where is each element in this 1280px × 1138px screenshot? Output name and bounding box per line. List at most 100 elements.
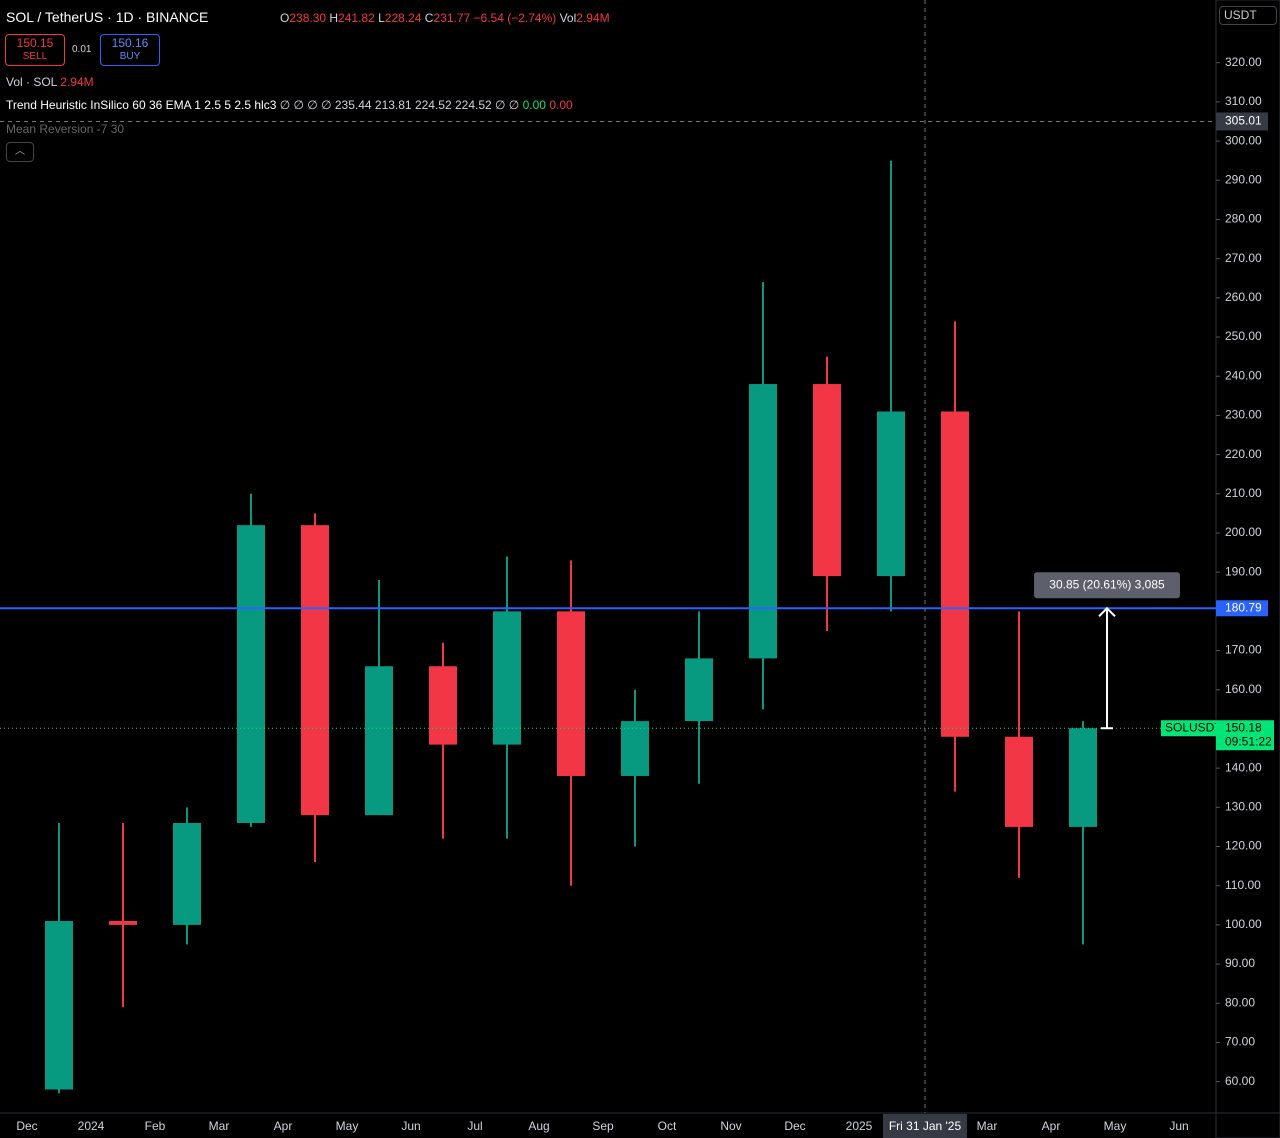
y-tick-label: 320.00	[1225, 55, 1262, 69]
measure-arrowhead	[1098, 606, 1116, 617]
y-tick-label: 120.00	[1225, 839, 1262, 853]
indicator-value: 0.00	[522, 98, 546, 112]
y-tick-label: 280.00	[1225, 212, 1262, 226]
y-tick-label: 200.00	[1225, 525, 1262, 539]
y-tick-label: 300.00	[1225, 133, 1262, 147]
sell-label: SELL	[22, 51, 48, 62]
x-tick-label: 2024	[78, 1119, 105, 1133]
y-tick-label: 230.00	[1225, 408, 1262, 422]
candle-body	[109, 920, 137, 925]
symbol[interactable]: SOL / TetherUS · 1D · BINANCE	[6, 9, 209, 25]
candle-body	[749, 384, 777, 659]
y-tick-label: 140.00	[1225, 760, 1262, 774]
price-axis	[1215, 0, 1280, 1138]
crosshair-date-bg	[883, 1114, 967, 1138]
buy-button[interactable]: 150.16 BUY	[100, 34, 160, 66]
y-tick-label: 80.00	[1225, 995, 1255, 1009]
candle-body	[493, 611, 521, 745]
x-tick-label: Apr	[274, 1119, 293, 1133]
indicator-name: Vol · SOL	[6, 75, 57, 89]
x-tick-label: Mar	[209, 1119, 230, 1133]
y-tick-label: 170.00	[1225, 643, 1262, 657]
price-label-bg	[1216, 720, 1274, 751]
candle-body	[621, 721, 649, 776]
high: 241.82	[338, 11, 375, 25]
x-tick-label: Apr	[1042, 1119, 1061, 1133]
sell-price: 150.15	[16, 36, 54, 50]
change: −6.54 (−2.74%)	[473, 11, 557, 25]
crosshair-price-bg	[1216, 112, 1268, 131]
candle-body	[429, 666, 457, 745]
symbol-label-bg	[1161, 720, 1216, 737]
open: 238.30	[289, 11, 327, 25]
candle-body	[557, 611, 585, 776]
candle-body	[301, 525, 329, 816]
y-tick-label: 220.00	[1225, 447, 1262, 461]
x-tick-label: Aug	[528, 1119, 549, 1133]
price-label: 150.18	[1225, 720, 1262, 734]
candle-body	[877, 411, 905, 577]
collapse-button[interactable]: ︿	[6, 142, 34, 162]
x-tick-label: Mar	[977, 1119, 998, 1133]
y-tick-label: 90.00	[1225, 956, 1255, 970]
price-label: 180.79	[1225, 600, 1262, 614]
volume-indicator[interactable]: Vol · SOL 2.94M	[6, 75, 94, 89]
x-tick-label: 2025	[846, 1119, 873, 1133]
candle-body	[237, 525, 265, 823]
candle-body	[45, 920, 73, 1090]
buy-label: BUY	[119, 51, 141, 62]
ohlc: O238.30 H241.82 L228.24 C231.77 −6.54 (−…	[280, 11, 610, 25]
x-tick-label: Jun	[1169, 1119, 1188, 1133]
measure-box	[1034, 572, 1180, 599]
x-tick-label: Dec	[16, 1119, 37, 1133]
y-tick-label: 310.00	[1225, 94, 1262, 108]
y-tick-label: 130.00	[1225, 799, 1262, 813]
y-tick-label: 290.00	[1225, 172, 1262, 186]
x-tick-label: Feb	[145, 1119, 166, 1133]
indicator-value: 2.94M	[60, 75, 94, 89]
y-tick-label: 210.00	[1225, 486, 1262, 500]
candle-body	[1069, 728, 1097, 827]
spread: 0.01	[72, 44, 92, 55]
candle-body	[685, 658, 713, 722]
low: 228.24	[384, 11, 422, 25]
y-tick-label: 70.00	[1225, 1035, 1255, 1049]
y-tick-label: 270.00	[1225, 251, 1262, 265]
y-tick-label: 250.00	[1225, 329, 1262, 343]
x-tick-label: Sep	[592, 1119, 614, 1133]
y-tick-label: 240.00	[1225, 368, 1262, 382]
x-tick-label: May	[336, 1119, 359, 1133]
buy-price: 150.16	[111, 36, 149, 50]
x-tick-label: Jul	[467, 1119, 482, 1133]
indicator-values: ∅ ∅ ∅ ∅ 235.44 213.81 224.52 224.52 ∅ ∅	[279, 98, 520, 112]
candle-body	[813, 384, 841, 577]
y-tick-label: 110.00	[1225, 878, 1261, 892]
symbol-label: SOLUSDT	[1165, 720, 1222, 734]
sell-button[interactable]: 150.15 SELL	[5, 34, 65, 66]
y-tick-label: 160.00	[1225, 682, 1262, 696]
x-tick-label: Dec	[784, 1119, 805, 1133]
y-tick-label: 260.00	[1225, 290, 1262, 304]
candle-body	[173, 822, 201, 925]
candle-body	[941, 411, 969, 737]
x-tick-label: Oct	[658, 1119, 677, 1133]
y-tick-label: 100.00	[1225, 917, 1262, 931]
crosshair-price: 305.01	[1225, 114, 1262, 128]
x-tick-label: Jun	[401, 1119, 420, 1133]
indicator-value: 0.00	[549, 98, 573, 112]
price-label-bg	[1216, 600, 1268, 617]
trend-indicator[interactable]: Trend Heuristic InSilico 60 36 EMA 1 2.5…	[6, 98, 573, 112]
x-tick-label: May	[1104, 1119, 1127, 1133]
measure-label: 30.85 (20.61%) 3,085	[1049, 577, 1165, 591]
candle-body	[1005, 736, 1033, 827]
close: 231.77	[433, 11, 471, 25]
mean-reversion-indicator[interactable]: Mean Reversion -7 30	[6, 122, 125, 136]
y-tick-label: 60.00	[1225, 1074, 1255, 1088]
x-tick-label: Nov	[720, 1119, 741, 1133]
currency-select[interactable]: USDT	[1219, 6, 1277, 25]
indicator-name: Trend Heuristic InSilico 60 36 EMA 1 2.5…	[6, 98, 277, 112]
y-tick-label: 190.00	[1225, 564, 1262, 578]
candle-body	[365, 666, 393, 816]
